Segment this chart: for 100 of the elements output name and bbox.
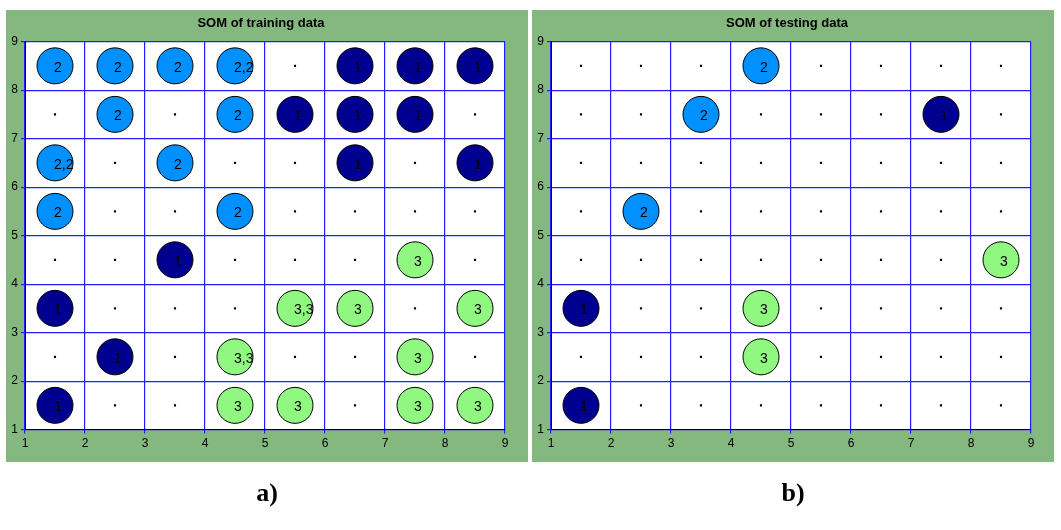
annotation: 1 [54,398,62,415]
annotation: 2 [760,58,768,75]
x-tick-label: 2 [81,436,89,451]
annotation: 1 [354,107,362,124]
annotation: 3 [474,301,482,318]
annotation: 3 [414,252,422,269]
y-tick-label: 6 [537,179,545,194]
annotation: 1 [474,155,482,172]
y-tick-label: 1 [11,421,19,436]
y-tick-label: 5 [537,227,545,242]
x-tick-label: 1 [547,436,555,451]
text: b) [780,478,806,508]
x-tick-label: 9 [501,436,509,451]
point [336,289,374,327]
text: a) [255,478,279,508]
annotation: 3 [354,301,362,318]
point [276,95,314,133]
chart-title: SOM of testing data [725,15,849,31]
y-tick-label: 7 [537,130,545,145]
x-tick-label: 6 [847,436,855,451]
y-tick-label: 5 [11,227,19,242]
point [396,338,434,376]
annotation: 2 [174,58,182,75]
x-tick-label: 4 [727,436,735,451]
point [456,289,494,327]
x-tick-label: 9 [1027,436,1035,451]
annotation: 2 [114,107,122,124]
x-tick-label: 3 [667,436,675,451]
annotation: 1 [114,349,122,366]
point [396,95,434,133]
point [96,95,134,133]
annotation: 3,3 [294,301,314,318]
point [456,144,494,182]
annotation: 1 [580,398,588,415]
y-tick-label: 9 [11,33,19,48]
point [396,386,434,424]
y-tick-label: 7 [11,130,19,145]
point [156,241,194,279]
point [922,95,960,133]
point [36,192,74,230]
y-tick-label: 4 [11,276,19,291]
annotation: 2,2 [234,58,254,75]
annotation: 3,3 [234,349,254,366]
annotation: 2 [114,58,122,75]
x-tick-label: 4 [201,436,209,451]
annotation: 2 [54,58,62,75]
point [156,144,194,182]
y-tick-label: 8 [11,82,19,97]
annotation: 3 [760,301,768,318]
point [36,289,74,327]
annotation: 1 [940,107,948,124]
annotation: 3 [414,398,422,415]
annotation: 1 [354,58,362,75]
x-tick-label: 5 [261,436,269,451]
y-tick-label: 2 [11,373,19,388]
point [396,241,434,279]
annotation: 1 [414,58,422,75]
y-tick-label: 2 [537,373,545,388]
annotation: 2 [234,204,242,221]
annotation: 2 [174,155,182,172]
point [336,47,374,85]
x-tick-label: 1 [21,436,29,451]
point [742,338,780,376]
point [622,192,660,230]
point [396,47,434,85]
x-tick-label: 7 [381,436,389,451]
point [36,386,74,424]
x-tick-label: 8 [441,436,449,451]
point [96,47,134,85]
point [216,95,254,133]
y-tick-label: 4 [537,276,545,291]
annotation: 3 [760,349,768,366]
point [456,47,494,85]
point [96,338,134,376]
y-tick-label: 6 [11,179,19,194]
x-tick-label: 7 [907,436,915,451]
point [276,386,314,424]
x-tick-label: 6 [321,436,329,451]
x-tick-label: 2 [607,436,615,451]
point [456,386,494,424]
point [742,289,780,327]
point [562,289,600,327]
annotation: 2 [54,204,62,221]
point [562,386,600,424]
point [216,192,254,230]
annotation: 3 [234,398,242,415]
annotation: 3 [1000,252,1008,269]
x-tick-label: 3 [141,436,149,451]
point [216,386,254,424]
annotation: 2,2 [54,155,74,172]
point [682,95,720,133]
annotation: 1 [354,155,362,172]
annotation: 1 [54,301,62,318]
annotation: 2 [234,107,242,124]
annotation: 2 [640,204,648,221]
point [36,47,74,85]
annotation: 1 [294,107,302,124]
chart-title: SOM of training data [197,15,326,31]
y-tick-label: 1 [537,421,545,436]
y-tick-label: 9 [537,33,545,48]
